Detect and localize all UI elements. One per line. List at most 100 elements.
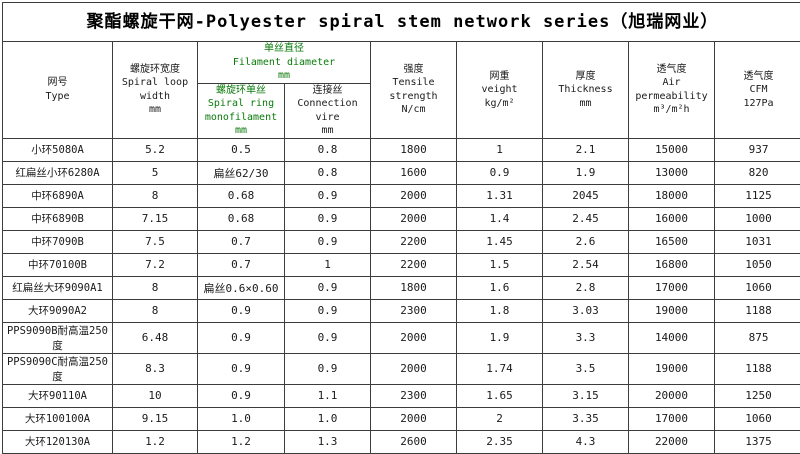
value-cell: 2.45 xyxy=(543,207,629,230)
value-cell: 0.7 xyxy=(198,253,285,276)
value-cell: 1800 xyxy=(371,276,457,299)
col-header-spiral-ring-monofilament: 螺旋环单丝 Spiral ring monofilament mm xyxy=(198,83,285,138)
value-cell: 8.3 xyxy=(113,353,198,384)
value-cell: 1.0 xyxy=(285,407,371,430)
type-cell: 大环90110A xyxy=(3,384,113,407)
value-cell: 0.8 xyxy=(285,138,371,161)
value-cell: 1250 xyxy=(715,384,800,407)
value-cell: 4.3 xyxy=(543,430,629,453)
value-cell: 16000 xyxy=(629,207,715,230)
value-cell: 1800 xyxy=(371,138,457,161)
page-title: 聚酯螺旋干网-Polyester spiral stem network ser… xyxy=(3,3,800,42)
value-cell: 2300 xyxy=(371,384,457,407)
value-cell: 2000 xyxy=(371,322,457,353)
value-cell: 8 xyxy=(113,184,198,207)
col-header-weight: 网重 veight kg/m² xyxy=(457,42,543,139)
value-cell: 1.3 xyxy=(285,430,371,453)
value-cell: 19000 xyxy=(629,353,715,384)
type-cell: PPS9090B耐高温250度 xyxy=(3,322,113,353)
value-cell: 0.8 xyxy=(285,161,371,184)
value-cell: 1188 xyxy=(715,353,800,384)
value-cell: 0.9 xyxy=(285,184,371,207)
value-cell: 1188 xyxy=(715,299,800,322)
value-cell: 2.8 xyxy=(543,276,629,299)
value-cell: 1.9 xyxy=(543,161,629,184)
col-header-filament-diameter: 单丝直径 Filament diameter mm xyxy=(198,42,371,84)
value-cell: 15000 xyxy=(629,138,715,161)
value-cell: 937 xyxy=(715,138,800,161)
value-cell: 2200 xyxy=(371,230,457,253)
value-cell: 1600 xyxy=(371,161,457,184)
col-header-tensile-strength: 强度 Tensile strength N/cm xyxy=(371,42,457,139)
value-cell: 17000 xyxy=(629,276,715,299)
value-cell: 5.2 xyxy=(113,138,198,161)
type-cell: 红扁丝小环6280A xyxy=(3,161,113,184)
value-cell: 1.9 xyxy=(457,322,543,353)
value-cell: 820 xyxy=(715,161,800,184)
type-cell: 大环9090A2 xyxy=(3,299,113,322)
value-cell: 3.5 xyxy=(543,353,629,384)
value-cell: 2000 xyxy=(371,184,457,207)
value-cell: 1.65 xyxy=(457,384,543,407)
value-cell: 2 xyxy=(457,407,543,430)
value-cell: 扁丝0.6×0.60 xyxy=(198,276,285,299)
value-cell: 9.15 xyxy=(113,407,198,430)
type-cell: 中环6890B xyxy=(3,207,113,230)
value-cell: 1 xyxy=(285,253,371,276)
value-cell: 7.2 xyxy=(113,253,198,276)
value-cell: 3.03 xyxy=(543,299,629,322)
value-cell: 2000 xyxy=(371,207,457,230)
value-cell: 0.9 xyxy=(285,322,371,353)
value-cell: 1 xyxy=(457,138,543,161)
type-cell: PPS9090C耐高温250度 xyxy=(3,353,113,384)
value-cell: 2000 xyxy=(371,407,457,430)
value-cell: 扁丝62/30 xyxy=(198,161,285,184)
value-cell: 2.1 xyxy=(543,138,629,161)
value-cell: 22000 xyxy=(629,430,715,453)
col-header-thickness: 厚度 Thickness mm xyxy=(543,42,629,139)
value-cell: 1.31 xyxy=(457,184,543,207)
value-cell: 1000 xyxy=(715,207,800,230)
col-header-connection-wire: 连接丝 Connection vire mm xyxy=(285,83,371,138)
value-cell: 1375 xyxy=(715,430,800,453)
value-cell: 0.9 xyxy=(198,353,285,384)
value-cell: 1125 xyxy=(715,184,800,207)
value-cell: 3.15 xyxy=(543,384,629,407)
value-cell: 20000 xyxy=(629,384,715,407)
value-cell: 0.9 xyxy=(285,299,371,322)
value-cell: 0.68 xyxy=(198,207,285,230)
type-cell: 中环70100B xyxy=(3,253,113,276)
type-cell: 大环100100A xyxy=(3,407,113,430)
value-cell: 13000 xyxy=(629,161,715,184)
type-cell: 小环5080A xyxy=(3,138,113,161)
value-cell: 0.9 xyxy=(198,299,285,322)
value-cell: 17000 xyxy=(629,407,715,430)
value-cell: 0.9 xyxy=(285,353,371,384)
value-cell: 0.9 xyxy=(285,276,371,299)
value-cell: 875 xyxy=(715,322,800,353)
type-cell: 红扁丝大环9090A1 xyxy=(3,276,113,299)
value-cell: 1.1 xyxy=(285,384,371,407)
value-cell: 2600 xyxy=(371,430,457,453)
value-cell: 0.68 xyxy=(198,184,285,207)
value-cell: 1.2 xyxy=(113,430,198,453)
value-cell: 2.54 xyxy=(543,253,629,276)
value-cell: 0.7 xyxy=(198,230,285,253)
value-cell: 1060 xyxy=(715,407,800,430)
value-cell: 6.48 xyxy=(113,322,198,353)
col-header-loop-width: 螺旋环宽度 Spiral loop width mm xyxy=(113,42,198,139)
value-cell: 18000 xyxy=(629,184,715,207)
value-cell: 5 xyxy=(113,161,198,184)
value-cell: 14000 xyxy=(629,322,715,353)
value-cell: 10 xyxy=(113,384,198,407)
